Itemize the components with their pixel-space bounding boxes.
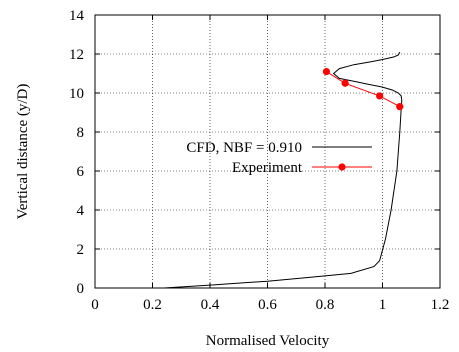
axis-ticks: [94, 14, 441, 289]
experiment-point: [341, 79, 349, 87]
y-tick-label: 14: [69, 8, 85, 24]
legend-label-experiment: Experiment: [232, 160, 303, 176]
series-line-0: [163, 51, 403, 289]
y-tick-label: 10: [69, 86, 84, 102]
experiment-point: [322, 67, 331, 76]
y-axis-title: Vertical distance (y/D): [15, 84, 31, 220]
x-tick-label: 1.2: [431, 297, 450, 313]
experiment-point: [396, 103, 404, 111]
y-tick-label: 8: [77, 125, 85, 141]
y-tick-label: 6: [77, 164, 85, 180]
x-tick-label: 0.6: [258, 297, 277, 313]
tick-labels: 0 0.2 0.4 0.6 0.8 1 1.2 0 2 4 6 8 10 12 14: [69, 8, 449, 313]
legend: CFD, NBF = 0.910 Experiment: [186, 140, 372, 176]
y-tick-label: 12: [69, 47, 84, 63]
y-tick-label: 0: [77, 281, 85, 297]
series: [163, 51, 404, 289]
series-line-1: [326, 71, 401, 108]
grid: [95, 15, 440, 288]
y-tick-label: 2: [77, 242, 85, 258]
x-tick-label: 1: [379, 297, 387, 313]
legend-marker-experiment: [338, 163, 346, 171]
y-tick-label: 4: [77, 203, 85, 219]
x-tick-label: 0.4: [201, 297, 220, 313]
experiment-point: [376, 92, 384, 100]
x-tick-label: 0.8: [316, 297, 335, 313]
x-tick-label: 0: [91, 297, 99, 313]
x-tick-label: 0.2: [143, 297, 162, 313]
x-axis-title: Normalised Velocity: [206, 333, 330, 349]
legend-label-cfd: CFD, NBF = 0.910: [186, 140, 302, 156]
